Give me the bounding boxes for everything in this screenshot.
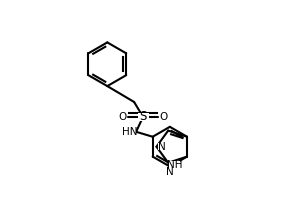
FancyBboxPatch shape	[169, 161, 181, 169]
Text: O: O	[160, 112, 168, 122]
FancyBboxPatch shape	[158, 143, 166, 150]
Text: S: S	[140, 110, 147, 123]
Text: NH: NH	[167, 160, 182, 170]
Text: N: N	[158, 142, 166, 152]
FancyBboxPatch shape	[166, 168, 174, 175]
Text: N: N	[166, 167, 174, 177]
Text: HN: HN	[122, 127, 138, 137]
FancyBboxPatch shape	[160, 113, 168, 120]
FancyBboxPatch shape	[125, 128, 136, 136]
Text: O: O	[118, 112, 126, 122]
FancyBboxPatch shape	[138, 113, 148, 121]
FancyBboxPatch shape	[118, 113, 126, 120]
